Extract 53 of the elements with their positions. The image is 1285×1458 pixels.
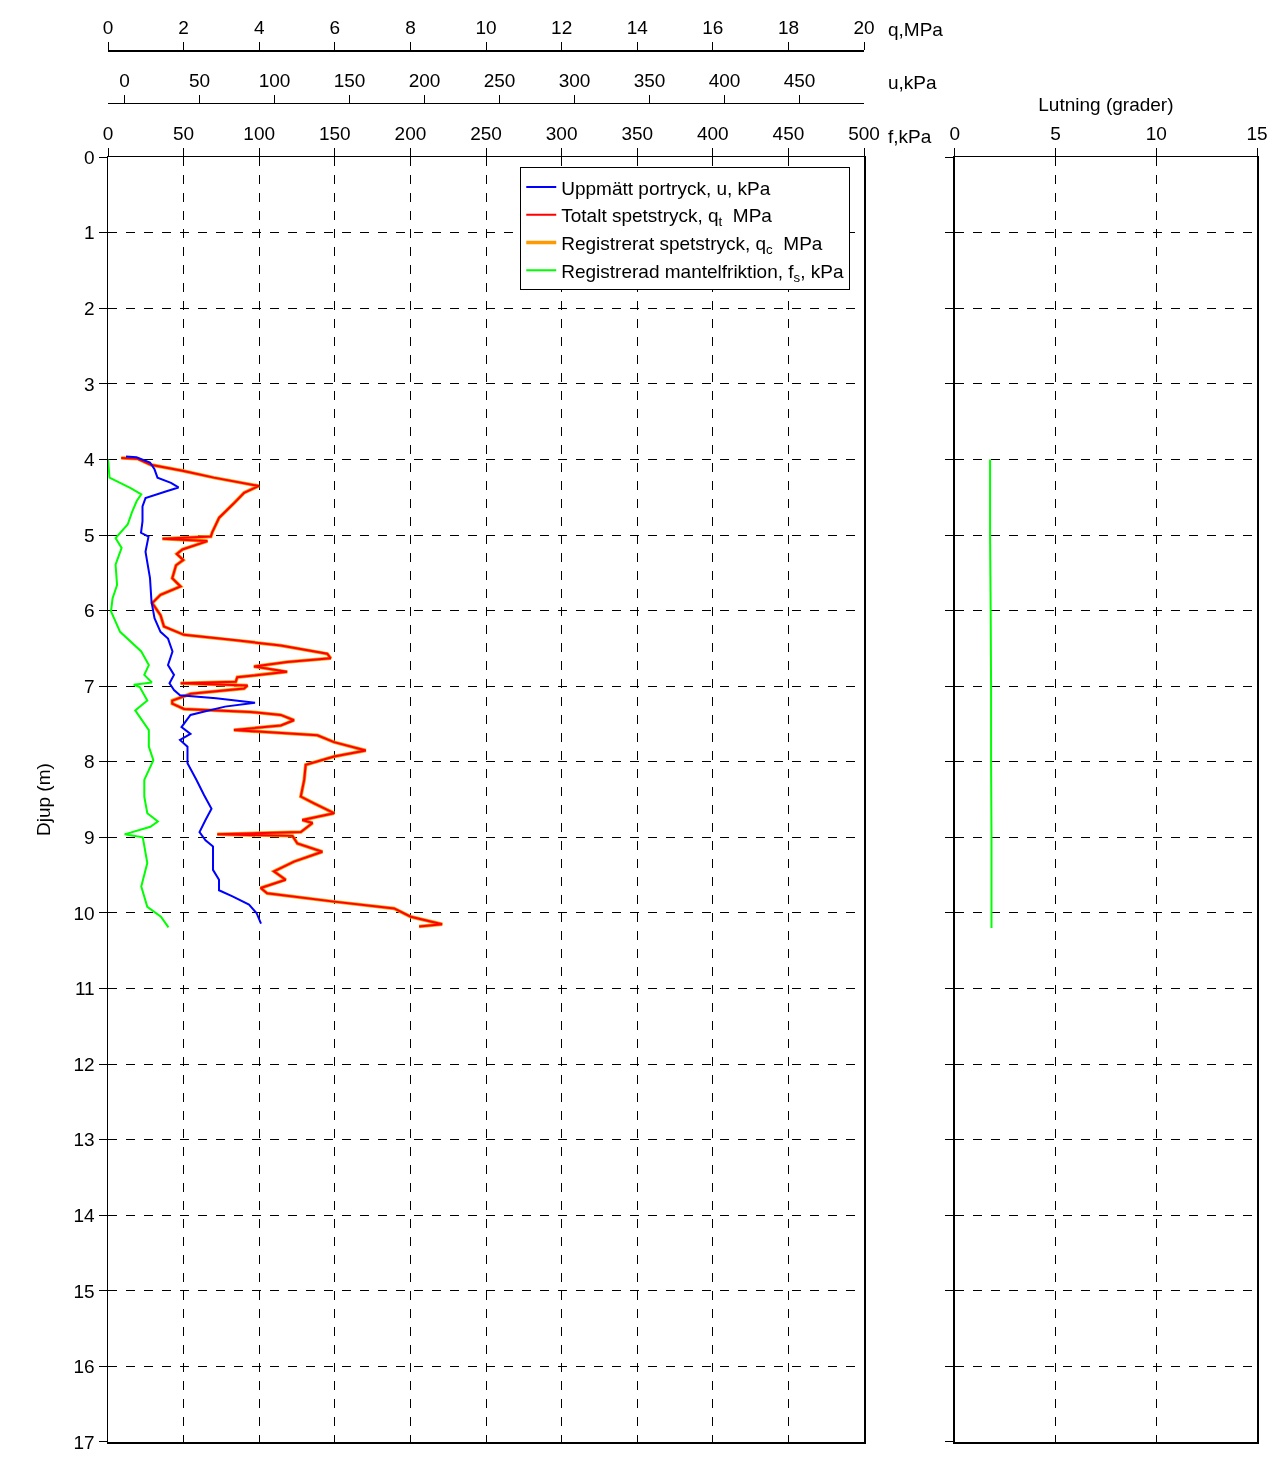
legend-label: Registrerad mantelfriktion, f$_{s}$, kPa bbox=[561, 260, 844, 285]
y-tick-label: 1 bbox=[84, 222, 95, 244]
x-tick-label: 18 bbox=[777, 17, 800, 39]
y-tick-label: 16 bbox=[73, 1356, 95, 1378]
y-tick-label: 17 bbox=[73, 1431, 95, 1453]
x-axis-title: u,kPa bbox=[888, 72, 938, 93]
legend-label: Totalt spetstryck, q$_{t}$ MPa bbox=[561, 205, 773, 230]
x-axis-title: Lutning (grader) bbox=[1038, 94, 1174, 116]
x-tick-label: 20 bbox=[853, 17, 875, 39]
x-tick-label: 16 bbox=[702, 17, 724, 39]
legend-label: Registrerat spetstryck, q$_{c}$ MPa bbox=[561, 232, 823, 257]
x-tick-label: 2 bbox=[178, 17, 189, 39]
y-tick-label: 15 bbox=[73, 1280, 95, 1302]
y-tick-label: 4 bbox=[84, 449, 96, 471]
y-tick-label: 13 bbox=[73, 1129, 95, 1151]
x-tick-label: 50 bbox=[188, 70, 211, 92]
y-tick-label: 0 bbox=[84, 146, 95, 168]
x-tick-label: 0 bbox=[949, 123, 961, 145]
x-tick-label: 400 bbox=[708, 70, 741, 92]
x-tick-label: 5 bbox=[1050, 123, 1061, 145]
x-tick-label: 10 bbox=[1145, 123, 1167, 145]
y-tick-label: 11 bbox=[74, 978, 95, 1000]
x-tick-label: 10 bbox=[475, 17, 497, 39]
y-tick-label: 3 bbox=[84, 373, 95, 395]
y-tick-label: 2 bbox=[84, 297, 95, 319]
x-tick-label: 15 bbox=[1246, 123, 1268, 145]
y-tick-label: 14 bbox=[73, 1204, 96, 1226]
y-tick-label: 9 bbox=[84, 827, 95, 849]
x-tick-label: 8 bbox=[405, 17, 416, 39]
x2-axis-title: f,kPa bbox=[888, 126, 932, 147]
x-tick-label: 150 bbox=[333, 70, 366, 92]
x-tick-label: 14 bbox=[626, 17, 649, 39]
x-tick-label: 250 bbox=[483, 70, 516, 92]
x-tick-label: 200 bbox=[408, 70, 441, 92]
y-tick-label: 10 bbox=[73, 902, 95, 924]
x-tick-label: 6 bbox=[329, 17, 341, 39]
y-tick-label: 8 bbox=[84, 751, 95, 773]
x-tick-label: 12 bbox=[551, 17, 573, 39]
x-tick-label: 0 bbox=[119, 70, 130, 92]
y-tick-label: 5 bbox=[84, 524, 95, 546]
y-tick-label: 12 bbox=[73, 1053, 95, 1075]
x-tick-label: 4 bbox=[253, 17, 265, 39]
x-tick-label: 0 bbox=[102, 17, 114, 39]
x-tick-label: 350 bbox=[633, 70, 666, 92]
x-tick-label: 300 bbox=[558, 70, 591, 92]
x2-tick-label: 500 bbox=[848, 123, 880, 145]
y-tick-label: 6 bbox=[84, 600, 95, 622]
y-axis-title: Djup (m) bbox=[32, 763, 54, 837]
legend-label: Uppmätt portryck, u, kPa bbox=[561, 177, 771, 199]
x-tick-label: 100 bbox=[258, 70, 291, 92]
y-tick-label: 7 bbox=[84, 675, 95, 697]
x-axis-title: q,MPa bbox=[888, 19, 944, 40]
x-tick-label: 450 bbox=[783, 70, 816, 92]
